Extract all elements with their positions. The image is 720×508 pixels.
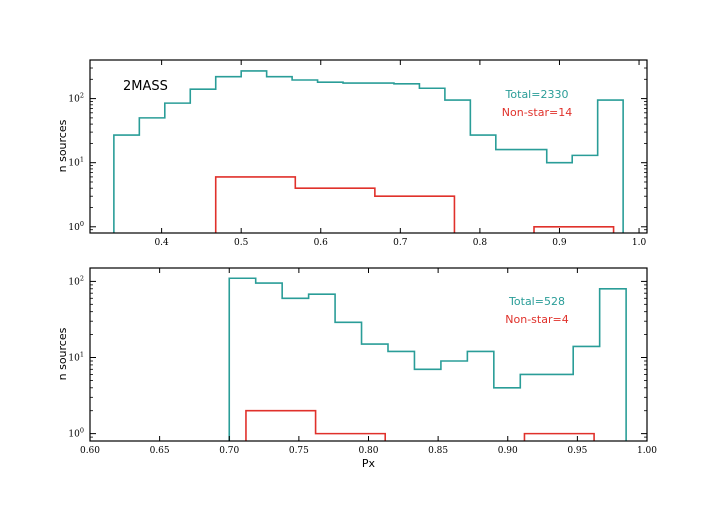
panel1-series-red-step	[214, 176, 615, 233]
panel2-axes-frame	[89, 267, 648, 442]
panel2-xtick-label: 0.85	[428, 446, 448, 456]
panel2-xtick-label: 0.90	[498, 446, 518, 456]
panel1-ylabel: n sources	[56, 119, 69, 172]
panel1-ytick-label: 100	[68, 220, 84, 233]
panel1-annotation-total: Total=2330	[505, 88, 569, 101]
panel1-xtick-label: 0.8	[473, 238, 488, 248]
panel1-annotation-nonstar: Non-star=14	[502, 106, 572, 119]
panel2-ytick-label: 100	[68, 427, 84, 440]
panel1-panel-label: 2MASS	[123, 79, 168, 94]
panel2-annotation-total: Total=528	[508, 295, 565, 308]
panel2-xtick-label: 0.80	[358, 446, 378, 456]
panel1-xtick-label: 0.5	[234, 238, 249, 248]
panel1-ytick-label: 101	[68, 156, 84, 169]
panel1-xtick-label: 0.9	[552, 238, 567, 248]
panel1-series-teal-step	[113, 70, 624, 233]
panel2-xtick-label: 0.95	[567, 446, 587, 456]
panel1-xtick-label: 0.4	[154, 238, 169, 248]
panel2-ylabel: n sources	[56, 327, 69, 380]
panel1-axes-frame	[89, 59, 648, 234]
panel2-annotation-nonstar: Non-star=4	[505, 313, 568, 326]
panel1-xtick-label: 1.0	[632, 238, 647, 248]
panel2-xlabel: Px	[362, 457, 376, 470]
panel2-xtick-label: 1.00	[637, 446, 657, 456]
panel2-ytick-label: 102	[68, 274, 84, 287]
panel2-xtick-label: 0.60	[80, 446, 100, 456]
panel2-series-red-step	[245, 409, 595, 441]
panel2-ytick-label: 101	[68, 351, 84, 364]
panel1-xtick-label: 0.6	[314, 238, 329, 248]
panel2-series-teal-step	[228, 277, 627, 441]
panel2-xtick-label: 0.75	[289, 446, 309, 456]
panel1-ytick-label: 102	[68, 92, 84, 105]
panel2-xtick-label: 0.70	[219, 446, 239, 456]
panel1-xtick-label: 0.7	[393, 238, 408, 248]
panel2-xtick-label: 0.65	[150, 446, 170, 456]
